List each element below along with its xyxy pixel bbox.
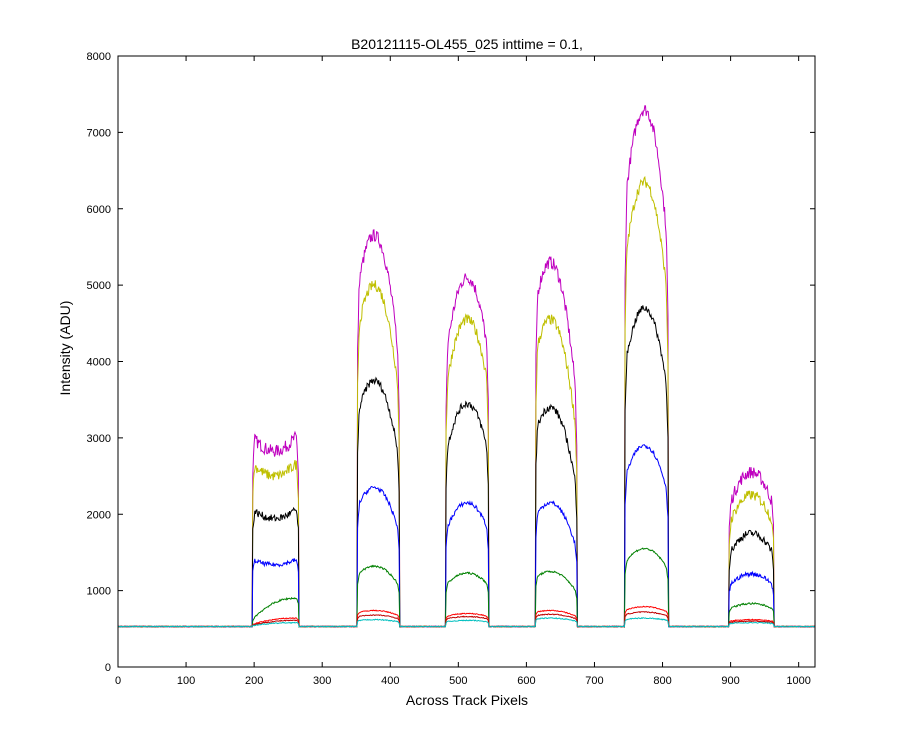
x-tick-label: 100 bbox=[177, 675, 195, 687]
x-tick-label: 700 bbox=[585, 675, 603, 687]
x-tick-label: 400 bbox=[381, 675, 399, 687]
x-tick-label: 1000 bbox=[786, 675, 810, 687]
x-tick-label: 600 bbox=[517, 675, 535, 687]
y-tick-label: 6000 bbox=[87, 204, 111, 216]
y-tick-label: 0 bbox=[105, 662, 111, 674]
x-tick-label: 300 bbox=[313, 675, 331, 687]
plot-lines bbox=[117, 105, 816, 628]
x-tick-label: 500 bbox=[449, 675, 467, 687]
y-tick-label: 8000 bbox=[87, 51, 111, 63]
y-tick-label: 7000 bbox=[87, 127, 111, 139]
y-tick-label: 1000 bbox=[87, 586, 111, 598]
chart-title: B20121115-OL455_025 inttime = 0.1, bbox=[351, 36, 583, 52]
y-axis-label: Intensity (ADU) bbox=[57, 301, 73, 396]
x-tick-label: 900 bbox=[721, 675, 739, 687]
y-tick-label: 4000 bbox=[87, 357, 111, 369]
series-line-8 bbox=[117, 617, 816, 628]
x-tick-label: 0 bbox=[115, 675, 121, 687]
y-tick-label: 2000 bbox=[87, 509, 111, 521]
y-tick-label: 3000 bbox=[87, 433, 111, 445]
axes-box bbox=[117, 55, 816, 668]
x-axis-label: Across Track Pixels bbox=[406, 692, 528, 708]
axis-ticks: 0 100 200 300 400 500 600 700 800 900 1000 0 1000 200… bbox=[87, 51, 815, 687]
x-tick-label: 200 bbox=[245, 675, 263, 687]
y-tick-label: 5000 bbox=[87, 280, 111, 292]
x-tick-label: 800 bbox=[653, 675, 671, 687]
